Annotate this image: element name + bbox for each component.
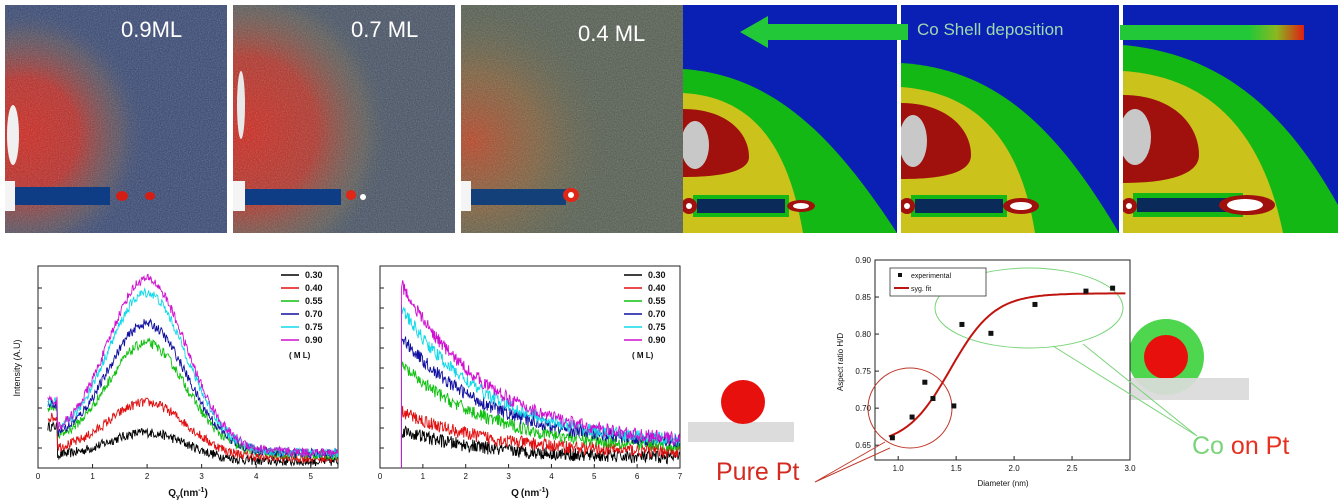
- legend-marker-experimental: [898, 273, 902, 277]
- legend-label-0.75: 0.75: [305, 322, 323, 332]
- legend-label-0.90: 0.90: [648, 335, 666, 345]
- pt-core: [1144, 335, 1188, 379]
- scattering-image-04ml: 0.4 ML: [461, 5, 683, 233]
- x-tick-label: 2.5: [1066, 464, 1078, 473]
- aspect-ratio-chart-area: Aspect ratio H/D Diameter (nm) 1.0 1.5 2.0…: [685, 250, 1338, 500]
- x-tick-label: 4: [549, 472, 554, 481]
- y-tick-label: 0.70: [855, 404, 871, 413]
- y-tick-label: 0.90: [855, 256, 871, 265]
- legend-label-0.55: 0.55: [305, 296, 323, 306]
- pure-pt-callout-tail: [814, 441, 891, 483]
- data-point-0: [889, 435, 895, 441]
- data-point-9: [1110, 285, 1116, 291]
- x-tick-label: 5: [309, 472, 314, 481]
- x-tick-label: 1.5: [951, 464, 963, 473]
- deposition-label: Co Shell deposition: [917, 20, 1064, 39]
- series-line-0.55: [400, 361, 681, 469]
- co-on-pt-callout: [934, 267, 1124, 349]
- coverage-label-04ml: 0.4 ML: [578, 21, 646, 46]
- pure-pt-particle: [721, 380, 765, 424]
- intensity-map-1: [683, 5, 897, 233]
- y-axis-label: Intensity (A.U): [12, 339, 22, 396]
- legend-label-fit: syg. fit: [911, 286, 931, 293]
- series-line-0.90: [400, 280, 681, 469]
- series-line-0.75: [47, 286, 339, 459]
- saxs-profile-chart-middle: Q (nm-1) 0 1 2 3 4 5 6 7 0.30 0.40 0.55 0.70 0.75 0.9…: [350, 250, 685, 500]
- x-tick-label: 6: [635, 472, 640, 481]
- y-tick-label: 0.65: [855, 441, 871, 450]
- series-line-0.40: [47, 397, 339, 464]
- scattering-image-07ml: 0.7 ML: [233, 5, 455, 233]
- legend-label-0.30: 0.30: [648, 270, 666, 280]
- x-tick-label: 1: [90, 472, 95, 481]
- series-line-0.90: [47, 273, 339, 458]
- intensity-map-3: [1123, 5, 1338, 233]
- legend-label-experimental: experimental: [911, 273, 952, 280]
- pure-pt-label: Pure Pt: [716, 458, 800, 486]
- legend-label-0.90: 0.90: [305, 335, 323, 345]
- deposition-arrow: [740, 14, 1310, 54]
- x-tick-label: 4: [254, 472, 259, 481]
- x-tick-label: 3: [506, 472, 511, 481]
- legend-label-0.55: 0.55: [648, 296, 666, 306]
- x-tick-label: 0: [36, 472, 41, 481]
- coverage-label-09ml: 0.9ML: [121, 17, 183, 42]
- y-tick-label: 0.85: [855, 293, 871, 302]
- y-axis-label: Aspect ratio H/D: [836, 333, 845, 391]
- legend-title: ( M L): [289, 351, 311, 360]
- data-point-2: [922, 379, 928, 385]
- x-tick-label: 7: [678, 472, 683, 481]
- co-on-pt-callout-tail: [1052, 343, 1198, 437]
- x-tick-label: 2.0: [1009, 464, 1021, 473]
- data-point-8: [1083, 288, 1089, 294]
- data-point-4: [951, 403, 957, 409]
- data-point-3: [930, 396, 936, 402]
- legend-label-0.70: 0.70: [305, 309, 323, 319]
- data-point-6: [988, 330, 994, 336]
- data-point-1: [909, 414, 915, 420]
- x-tick-label: 2: [145, 472, 150, 481]
- saxs-profile-chart-left: Intensity (A.U) Qy(nm-1) 0 1 2 3 4 5 0.30 0.40…: [0, 250, 350, 500]
- legend-label-0.40: 0.40: [305, 283, 323, 293]
- x-tick-label: 1.0: [893, 464, 905, 473]
- y-tick-label: 0.75: [855, 367, 871, 376]
- legend-title: ( M L): [632, 351, 654, 360]
- x-tick-label: 0: [378, 472, 383, 481]
- scattering-image-09ml: 0.9ML: [5, 5, 227, 233]
- x-tick-label: 1: [421, 472, 426, 481]
- x-axis-label: Q (nm-1): [511, 487, 549, 499]
- x-tick-label: 3: [199, 472, 204, 481]
- legend-label-0.75: 0.75: [648, 322, 666, 332]
- coverage-label-07ml: 0.7 ML: [351, 17, 419, 42]
- substrate-pure-pt: [688, 422, 794, 442]
- plot-frame: [379, 265, 681, 469]
- co-label: Co: [1192, 432, 1224, 460]
- data-point-5: [959, 321, 965, 327]
- intensity-map-2: [901, 5, 1119, 233]
- x-tick-label: 3.0: [1124, 464, 1136, 473]
- y-tick-label: 0.80: [855, 330, 871, 339]
- x-tick-label: 2: [463, 472, 468, 481]
- data-point-7: [1032, 301, 1038, 307]
- legend-label-0.70: 0.70: [648, 309, 666, 319]
- series-line-0.40: [400, 405, 681, 469]
- legend-label-0.30: 0.30: [305, 270, 323, 280]
- co-on-pt-label: Co on Pt: [1192, 432, 1289, 461]
- on-pt-label: on Pt: [1230, 432, 1290, 460]
- legend-box: [889, 267, 987, 297]
- plot-frame: [37, 265, 339, 469]
- legend-label-0.40: 0.40: [648, 283, 666, 293]
- x-axis-label: Qy(nm-1): [168, 487, 208, 500]
- x-tick-label: 5: [592, 472, 597, 481]
- fit-curve: [888, 292, 1126, 438]
- x-axis-label: Diameter (nm): [977, 479, 1028, 488]
